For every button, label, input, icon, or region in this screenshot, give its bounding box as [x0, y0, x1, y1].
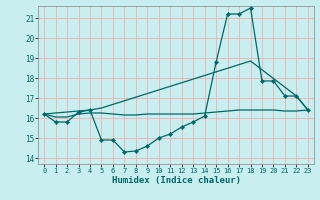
X-axis label: Humidex (Indice chaleur): Humidex (Indice chaleur) [111, 176, 241, 185]
